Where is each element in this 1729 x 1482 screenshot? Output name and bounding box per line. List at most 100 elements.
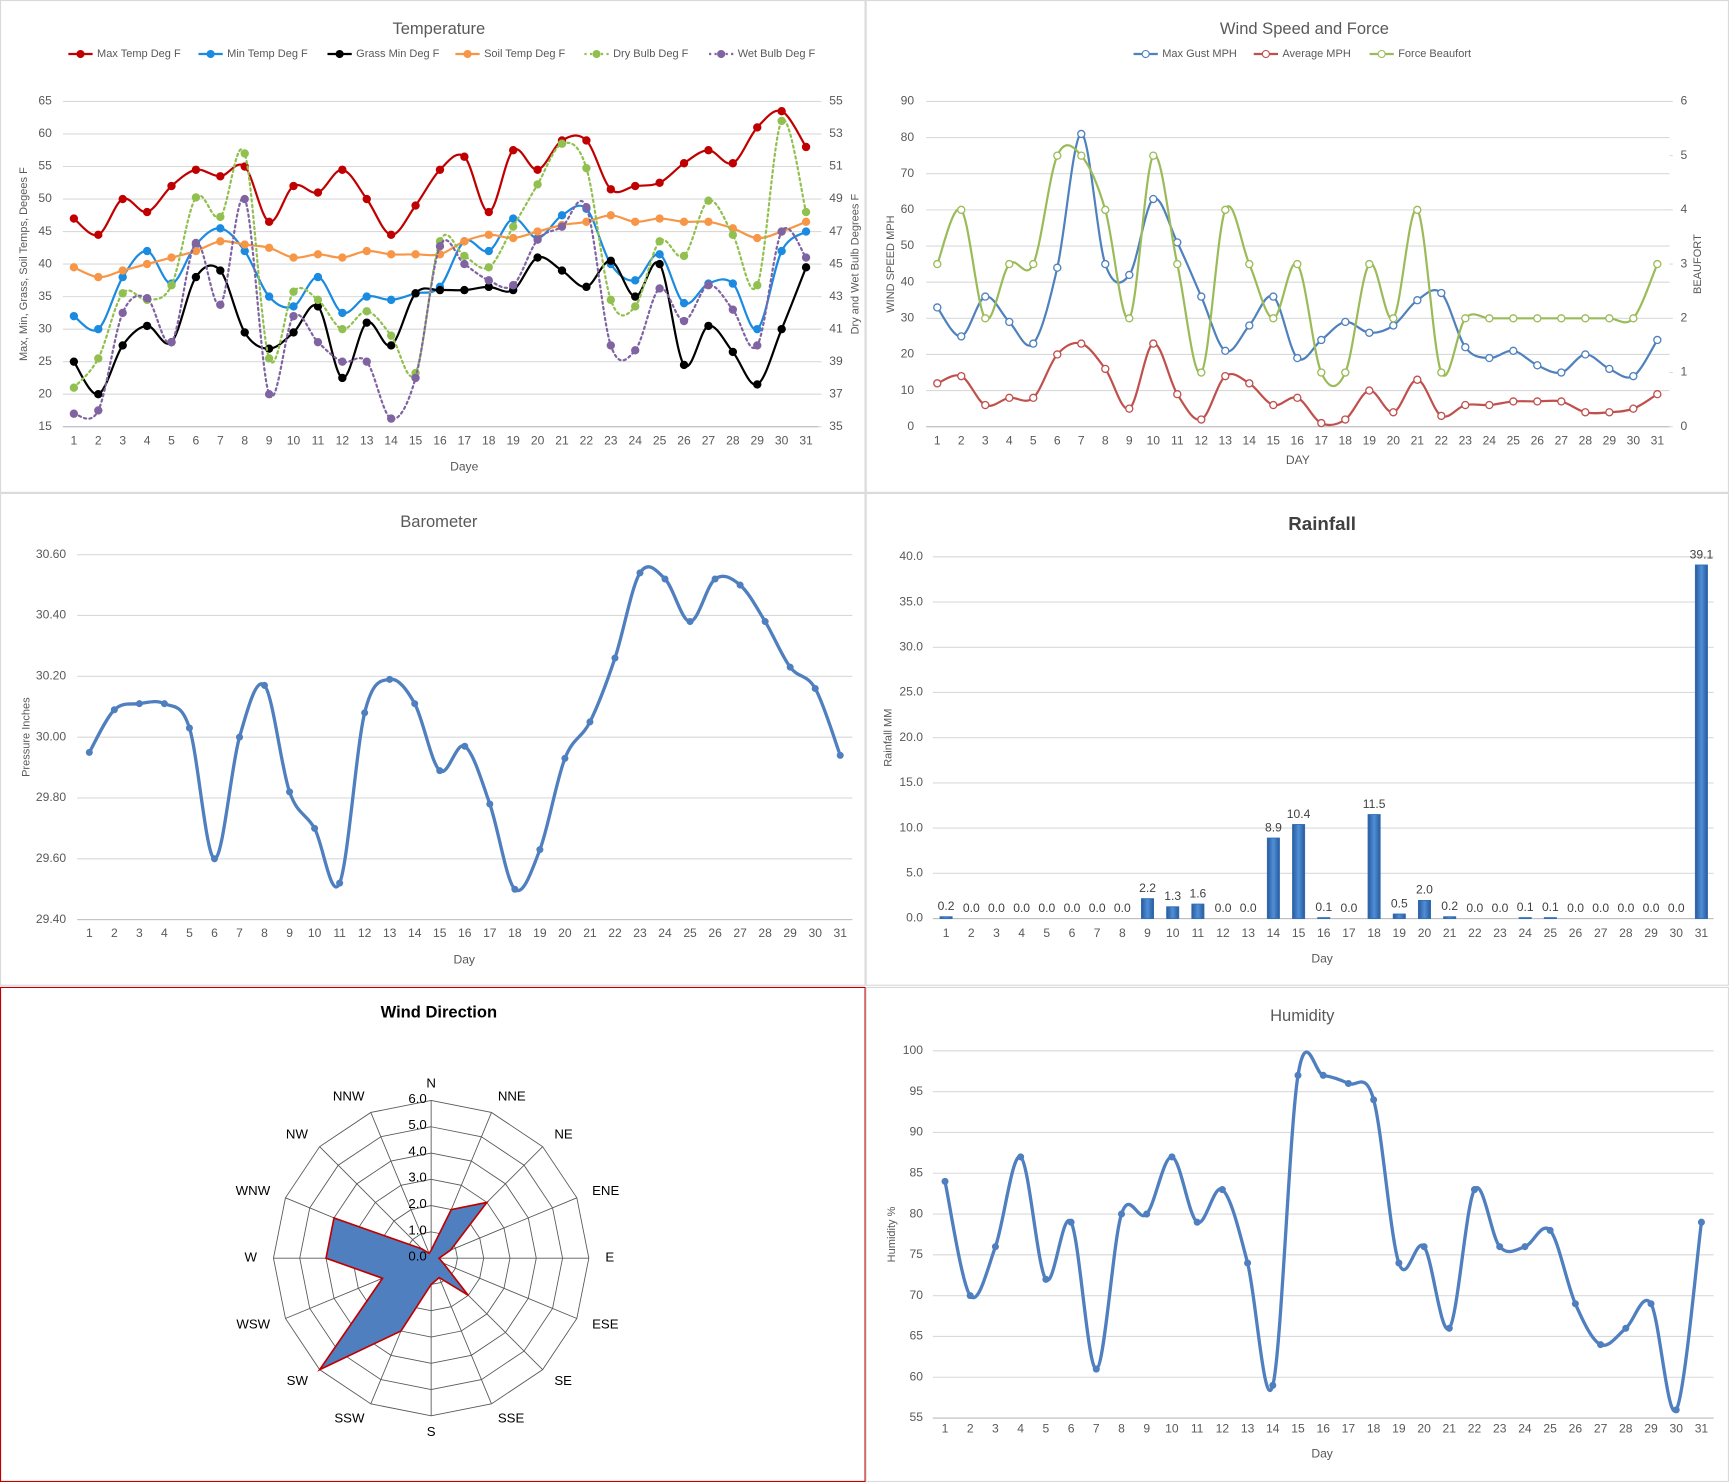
marker bbox=[118, 308, 127, 318]
marker bbox=[1413, 296, 1422, 305]
marker bbox=[264, 243, 274, 253]
marker bbox=[362, 194, 371, 204]
bar bbox=[1317, 917, 1331, 919]
x-tick-label: 5 bbox=[1042, 1421, 1049, 1435]
marker bbox=[336, 879, 344, 887]
marker bbox=[1533, 314, 1542, 323]
marker bbox=[69, 311, 79, 321]
x-tick-label: 14 bbox=[1266, 1421, 1280, 1435]
legend-marker bbox=[1377, 49, 1386, 59]
marker bbox=[1533, 397, 1542, 406]
x-tick-label: 5 bbox=[1043, 926, 1050, 940]
marker bbox=[1341, 317, 1350, 327]
y-tick-label: 40 bbox=[38, 256, 52, 270]
y-axis-label: Max, Min, Grass, Soil Temps, Degees F bbox=[18, 167, 30, 361]
x-tick-label: 26 bbox=[708, 926, 722, 940]
x-tick-label: 4 bbox=[1006, 433, 1013, 447]
y2-tick-label: 35 bbox=[829, 419, 843, 433]
marker bbox=[704, 281, 713, 290]
y2-axis-label: Dry and Wet Bulb Degrees F bbox=[850, 194, 862, 335]
marker bbox=[1029, 393, 1038, 403]
r-tick-label: 2.0 bbox=[408, 1196, 426, 1211]
x-tick-label: 8 bbox=[1119, 926, 1126, 940]
legend-marker bbox=[1261, 49, 1270, 59]
x-tick-label: 11 bbox=[1192, 926, 1205, 940]
marker bbox=[289, 311, 298, 321]
x-tick-label: 20 bbox=[531, 433, 545, 447]
spoke bbox=[430, 1257, 492, 1405]
marker bbox=[1697, 1218, 1705, 1226]
marker bbox=[606, 211, 616, 220]
legend-marker bbox=[717, 49, 726, 59]
marker bbox=[1533, 361, 1542, 370]
value-label: 2.0 bbox=[1416, 883, 1433, 897]
x-tick-label: 16 bbox=[1291, 433, 1305, 447]
chart-title: Humidity bbox=[1270, 1006, 1335, 1025]
y2-tick-label: 37 bbox=[829, 386, 843, 400]
x-tick-label: 18 bbox=[508, 926, 522, 940]
x-tick-label: 12 bbox=[336, 433, 350, 447]
marker bbox=[777, 107, 786, 116]
marker bbox=[1293, 393, 1302, 403]
y-tick-label: 70 bbox=[909, 1288, 923, 1302]
y-tick-label: 100 bbox=[903, 1043, 923, 1057]
category-label: SSW bbox=[334, 1411, 365, 1426]
y2-tick-label: 2 bbox=[1680, 311, 1687, 325]
marker bbox=[1445, 1324, 1453, 1332]
category-label: SE bbox=[554, 1373, 572, 1388]
marker bbox=[135, 700, 143, 708]
value-label: 1.6 bbox=[1189, 886, 1206, 900]
marker bbox=[736, 581, 744, 589]
category-label: NW bbox=[286, 1126, 309, 1141]
marker bbox=[811, 684, 819, 693]
marker bbox=[557, 222, 567, 231]
y2-tick-label: 0 bbox=[1680, 419, 1687, 433]
marker bbox=[1509, 397, 1518, 406]
y2-tick-label: 53 bbox=[829, 126, 843, 140]
marker bbox=[1005, 259, 1014, 269]
y-tick-label: 15 bbox=[38, 419, 52, 433]
marker bbox=[1437, 288, 1446, 298]
marker bbox=[586, 718, 594, 726]
marker bbox=[582, 282, 591, 292]
value-label: 0.0 bbox=[1114, 901, 1131, 915]
marker bbox=[582, 163, 591, 173]
x-tick-label: 24 bbox=[1483, 433, 1497, 447]
marker bbox=[1149, 151, 1158, 160]
marker bbox=[1077, 129, 1086, 139]
marker bbox=[435, 285, 445, 295]
y-tick-label: 20.0 bbox=[899, 730, 923, 744]
y-tick-label: 30.00 bbox=[36, 729, 67, 743]
marker bbox=[411, 201, 420, 210]
bar bbox=[1518, 917, 1532, 919]
marker bbox=[704, 146, 713, 155]
marker bbox=[1092, 1365, 1100, 1373]
marker bbox=[1341, 368, 1350, 377]
marker bbox=[1053, 151, 1062, 160]
marker bbox=[1125, 404, 1134, 413]
marker bbox=[508, 222, 518, 231]
marker bbox=[1317, 368, 1326, 377]
x-tick-label: 24 bbox=[658, 926, 672, 940]
marker bbox=[606, 256, 616, 266]
x-tick-label: 12 bbox=[1195, 433, 1209, 447]
marker bbox=[1581, 350, 1590, 359]
marker bbox=[636, 569, 644, 577]
marker bbox=[933, 303, 942, 312]
y-tick-label: 70 bbox=[901, 166, 915, 180]
x-tick-label: 15 bbox=[1267, 433, 1281, 447]
marker bbox=[1173, 259, 1182, 269]
x-tick-label: 13 bbox=[1241, 1421, 1255, 1435]
marker bbox=[728, 279, 738, 288]
marker bbox=[1629, 404, 1638, 413]
value-label: 0.1 bbox=[1315, 900, 1332, 914]
x-tick-label: 7 bbox=[1093, 1421, 1100, 1435]
y-tick-label: 29.80 bbox=[36, 790, 67, 804]
marker bbox=[1293, 353, 1302, 363]
x-tick-label: 13 bbox=[360, 433, 374, 447]
x-tick-label: 10 bbox=[1166, 926, 1180, 940]
marker bbox=[1571, 1300, 1579, 1308]
marker bbox=[582, 217, 591, 226]
x-tick-label: 28 bbox=[1579, 433, 1593, 447]
